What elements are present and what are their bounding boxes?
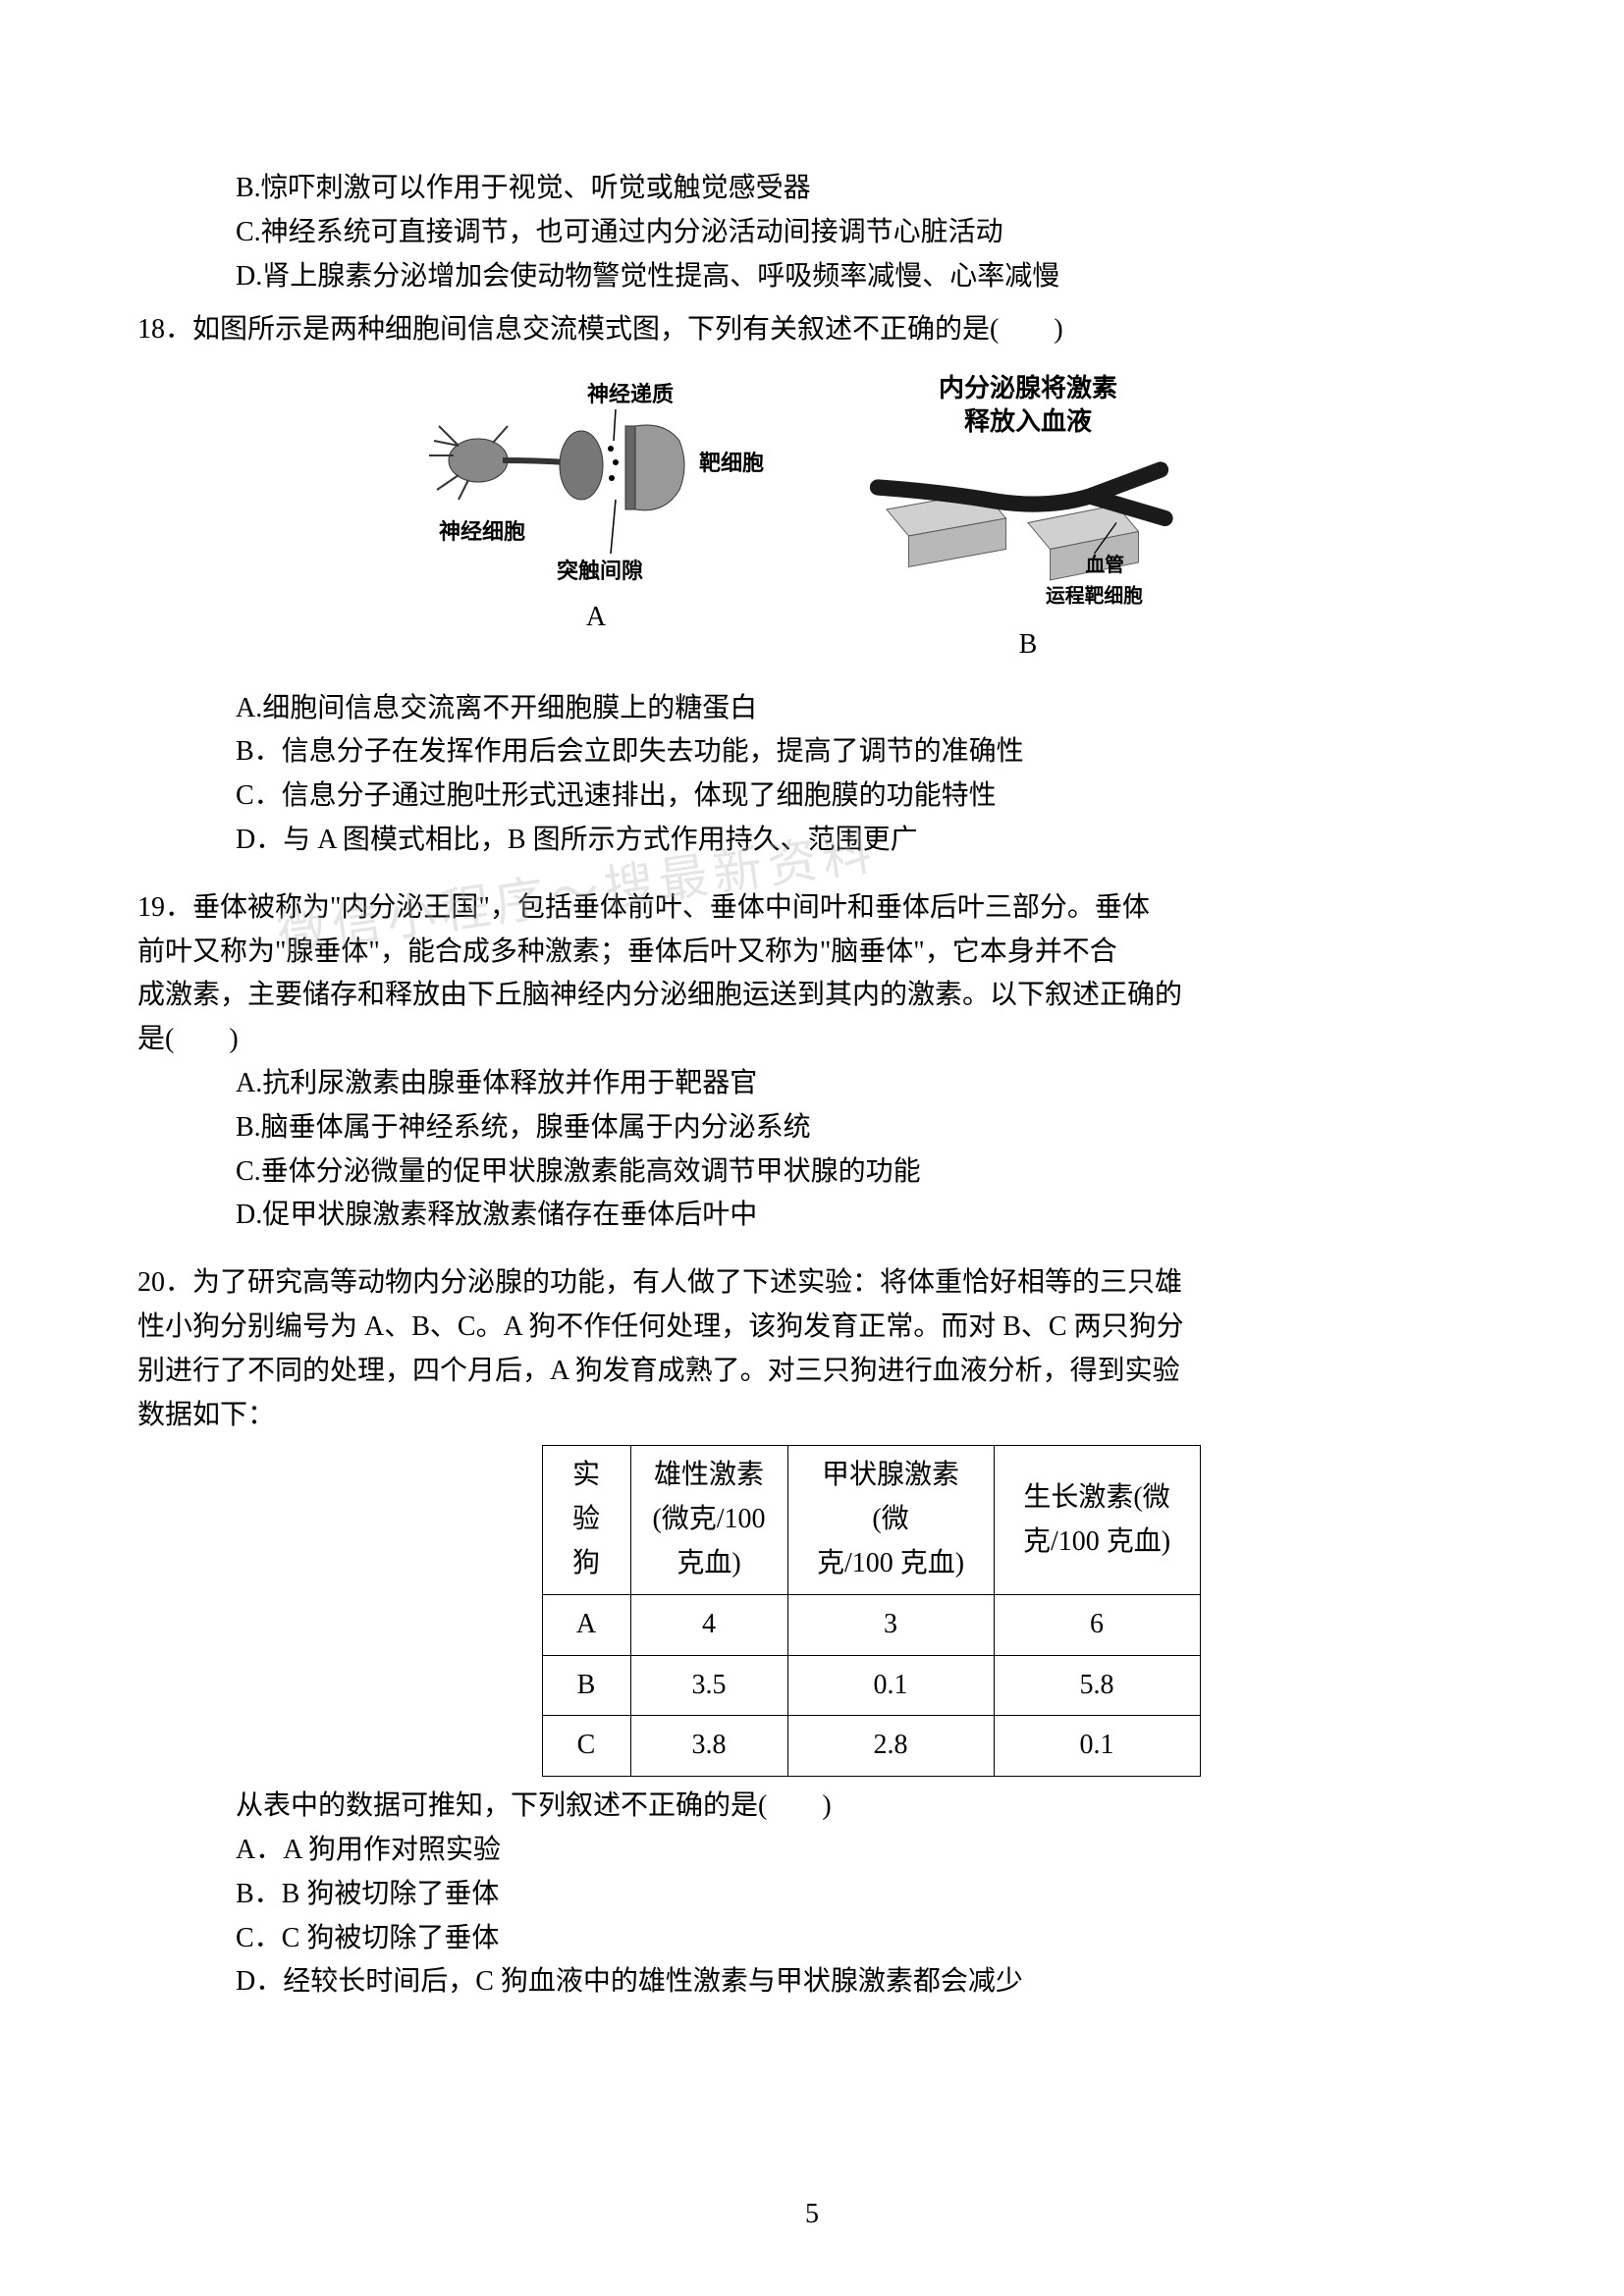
q20-table-wrapper: 实验狗 雄性激素 (微克/100 克血) 甲状腺激素(微 克/100 克血) 生…	[137, 1445, 1487, 1777]
th-androgen-l2: (微克/100	[652, 1504, 765, 1534]
table-row: B 3.5 0.1 5.8	[542, 1655, 1200, 1716]
q20-stem-l2: 性小狗分别编号为 A、B、C。A 狗不作任何处理，该狗发育正常。而对 B、C 两…	[137, 1306, 1487, 1350]
q20-stem-l3: 别进行了不同的处理，四个月后，A 狗发育成熟了。对三只狗进行血液分析，得到实验	[137, 1350, 1487, 1394]
th-thyroid: 甲状腺激素(微 克/100 克血)	[787, 1446, 994, 1594]
q20-option-a: A．A 狗用作对照实验	[137, 1829, 1487, 1873]
q19-option-d: D.促甲状腺激素释放激素储存在垂体后叶中	[137, 1194, 1487, 1238]
q19-stem-l4: 是( )	[137, 1018, 1487, 1062]
cell-a-androgen: 4	[630, 1594, 787, 1655]
th-thyroid-l1: 甲状腺激素(微	[822, 1460, 959, 1534]
q18-option-d: D．与 A 图模式相比，B 图所示方式作用持久、范围更广	[137, 819, 1487, 863]
th-thyroid-l2: 克/100 克血)	[817, 1548, 964, 1578]
q19-option-a: A.抗利尿激素由腺垂体释放并作用于靶器官	[137, 1062, 1487, 1106]
label-distant-target: 运程靶细胞	[1046, 584, 1143, 607]
cell-b-androgen: 3.5	[630, 1655, 787, 1716]
cell-a-dog: A	[542, 1594, 630, 1655]
page-number: 5	[805, 2193, 819, 2237]
th-androgen-l3: 克血)	[677, 1548, 740, 1578]
endocrine-release-text: 内分泌腺将激素	[939, 374, 1117, 402]
q18-option-c: C．信息分子通过胞吐形式迅速排出，体现了细胞膜的功能特性	[137, 774, 1487, 819]
q19-stem-l2: 前叶又称为"腺垂体"，能合成多种激素；垂体后叶又称为"脑垂体"，它本身并不合	[137, 931, 1487, 975]
q19-option-c: C.垂体分泌微量的促甲状腺激素能高效调节甲状腺的功能	[137, 1150, 1487, 1195]
th-androgen-l1: 雄性激素	[654, 1460, 764, 1490]
table-header-row: 实验狗 雄性激素 (微克/100 克血) 甲状腺激素(微 克/100 克血) 生…	[542, 1446, 1200, 1594]
th-growth-l2: 克/100 克血)	[1023, 1526, 1170, 1557]
q19-stem-l3: 成激素，主要储存和释放由下丘脑神经内分泌细胞运送到其内的激素。以下叙述正确的	[137, 974, 1487, 1018]
diagram-b-box: 内分泌腺将激素 释放入血液 血管 运程靶细胞 B	[851, 372, 1205, 667]
cell-c-thyroid: 2.8	[787, 1716, 994, 1777]
q20-option-d: D．经较长时间后，C 狗血液中的雄性激素与甲状腺激素都会减少	[137, 1960, 1487, 2004]
th-androgen: 雄性激素 (微克/100 克血)	[630, 1446, 787, 1594]
q20-stem-l1: 20．为了研究高等动物内分泌腺的功能，有人做了下述实验：将体重恰好相等的三只雄	[137, 1261, 1487, 1306]
label-blood-vessel: 血管	[1086, 554, 1125, 576]
q20-stem-l4: 数据如下：	[137, 1394, 1487, 1438]
release-blood-text: 释放入血液	[964, 407, 1092, 436]
diagram-b-letter: B	[1019, 623, 1038, 667]
cell-a-thyroid: 3	[787, 1594, 994, 1655]
table-row: C 3.8 2.8 0.1	[542, 1716, 1200, 1777]
q20-option-c: C．C 狗被切除了垂体	[137, 1917, 1487, 1961]
q18-option-a: A.细胞间信息交流离不开细胞膜上的糖蛋白	[137, 687, 1487, 731]
diagram-a-letter: A	[586, 596, 606, 640]
q17-option-c: C.神经系统可直接调节，也可通过内分泌活动间接调节心脏活动	[137, 211, 1487, 255]
q18-stem: 18．如图所示是两种细胞间信息交流模式图，下列有关叙述不正确的是( )	[137, 308, 1487, 352]
q20-table: 实验狗 雄性激素 (微克/100 克血) 甲状腺激素(微 克/100 克血) 生…	[542, 1445, 1201, 1777]
table-row: A 4 3 6	[542, 1594, 1200, 1655]
diagram-b-title: 内分泌腺将激素 释放入血液	[939, 372, 1117, 439]
th-dog: 实验狗	[542, 1446, 630, 1594]
cell-c-growth: 0.1	[994, 1716, 1200, 1777]
cell-a-growth: 6	[994, 1594, 1200, 1655]
label-nerve-cell: 神经细胞	[439, 519, 525, 544]
label-synaptic-cleft: 突触间隙	[557, 559, 643, 583]
cell-b-dog: B	[542, 1655, 630, 1716]
diagram-a-box: 神经递质 靶细胞 神经细胞 突触间隙 A	[419, 372, 773, 640]
q19-option-b: B.脑垂体属于神经系统，腺垂体属于内分泌系统	[137, 1106, 1487, 1150]
label-neurotransmitter: 神经递质	[587, 382, 674, 406]
q19-stem-l1: 19．垂体被称为"内分泌王国"，包括垂体前叶、垂体中间叶和垂体后叶三部分。垂体	[137, 886, 1487, 931]
q20-option-b: B．B 狗被切除了垂体	[137, 1873, 1487, 1917]
th-growth-l1: 生长激素(微	[1023, 1482, 1169, 1513]
q17-option-b: B.惊吓刺激可以作用于视觉、听觉或触觉感受器	[137, 167, 1487, 211]
cell-c-androgen: 3.8	[630, 1716, 787, 1777]
diagram-a-svg: 神经递质 靶细胞 神经细胞 突触间隙	[419, 372, 773, 588]
q20-post-table: 从表中的数据可推知，下列叙述不正确的是( )	[137, 1785, 1487, 1829]
diagram-b-svg: 血管 运程靶细胞	[851, 439, 1205, 615]
cell-b-thyroid: 0.1	[787, 1655, 994, 1716]
label-target-cell: 靶细胞	[699, 451, 764, 475]
cell-b-growth: 5.8	[994, 1655, 1200, 1716]
q17-option-d: D.肾上腺素分泌增加会使动物警觉性提高、呼吸频率减慢、心率减慢	[137, 255, 1487, 299]
th-growth: 生长激素(微 克/100 克血)	[994, 1446, 1200, 1594]
cell-c-dog: C	[542, 1716, 630, 1777]
q18-diagrams: 神经递质 靶细胞 神经细胞 突触间隙 A 内分泌腺将激素 释放入血液 血管 运程…	[137, 372, 1487, 667]
q18-option-b: B．信息分子在发挥作用后会立即失去功能，提高了调节的准确性	[137, 730, 1487, 774]
